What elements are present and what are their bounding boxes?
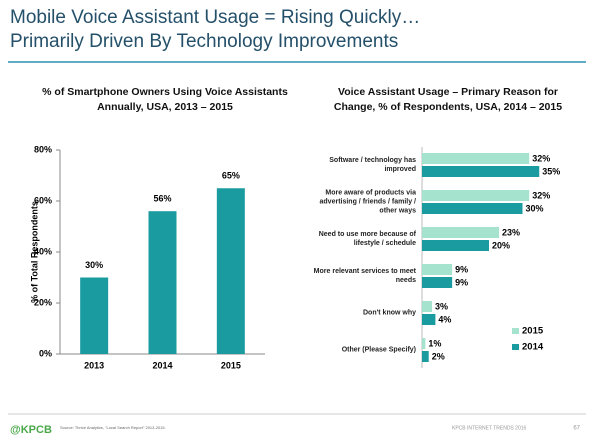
bar <box>422 203 523 214</box>
y-tick-label: 20% <box>34 297 52 307</box>
bar <box>422 338 426 349</box>
legend-label: 2015 <box>522 326 544 337</box>
bar <box>422 227 500 238</box>
bar <box>422 153 530 164</box>
source: Source: Thrive Analytics, "Local Search … <box>60 425 166 430</box>
bar <box>422 277 453 288</box>
category-label: Other (Please Specify) <box>341 346 416 354</box>
chart-title: Change, % of Respondents, USA, 2014 – 20… <box>334 101 562 113</box>
value-label: 20% <box>492 240 510 250</box>
chart-title: % of Smartphone Owners Using Voice Assis… <box>42 86 288 98</box>
value-label: 65% <box>222 171 240 181</box>
legend-swatch <box>512 344 519 350</box>
bar <box>422 301 433 312</box>
chart-title: Voice Assistant Usage – Primary Reason f… <box>338 86 558 98</box>
value-label: 32% <box>532 153 550 163</box>
category-label: More relevant services to meet needs <box>313 268 416 284</box>
bar <box>422 351 429 362</box>
category-label: Need to use more because of lifestyle / … <box>318 231 416 247</box>
page-number: 67 <box>573 426 580 432</box>
value-label: 23% <box>502 227 520 237</box>
y-tick-label: 60% <box>34 195 52 205</box>
bar <box>422 240 489 251</box>
slide-title: Primarily Driven By Technology Improveme… <box>10 31 398 52</box>
brand: KPCB INTERNET TRENDS 2016 <box>452 425 527 431</box>
bar <box>148 211 177 354</box>
category-label: Don't know why <box>363 309 416 317</box>
x-tick-label: 2015 <box>221 360 241 370</box>
category-label: More aware of products via advertising /… <box>319 189 416 215</box>
y-axis-label: % of Total Respondents <box>29 201 39 303</box>
bar <box>80 277 109 354</box>
value-label: 1% <box>428 338 441 348</box>
value-label: 3% <box>435 301 448 311</box>
bar <box>422 314 436 325</box>
x-tick-label: 2014 <box>152 360 172 370</box>
y-tick-label: 80% <box>34 144 52 154</box>
legend-swatch <box>512 328 519 334</box>
legend-label: 2014 <box>522 342 544 353</box>
value-label: 32% <box>532 190 550 200</box>
y-tick-label: 40% <box>34 246 52 256</box>
value-label: 30% <box>526 203 544 213</box>
value-label: 30% <box>85 260 103 270</box>
value-label: 35% <box>542 166 560 176</box>
chart-title: Annually, USA, 2013 – 2015 <box>97 101 233 113</box>
slide-title: Mobile Voice Assistant Usage = Rising Qu… <box>10 7 420 28</box>
bar <box>216 188 245 354</box>
category-label: Software / technology has improved <box>329 157 416 173</box>
y-tick-label: 0% <box>39 348 52 358</box>
value-label: 9% <box>455 264 468 274</box>
logo: @KPCB <box>10 424 52 436</box>
bar <box>422 166 540 177</box>
value-label: 2% <box>432 351 445 361</box>
value-label: 4% <box>438 314 451 324</box>
bar <box>422 264 453 275</box>
bar <box>422 190 530 201</box>
x-tick-label: 2013 <box>84 360 104 370</box>
value-label: 56% <box>153 194 171 204</box>
value-label: 9% <box>455 277 468 287</box>
